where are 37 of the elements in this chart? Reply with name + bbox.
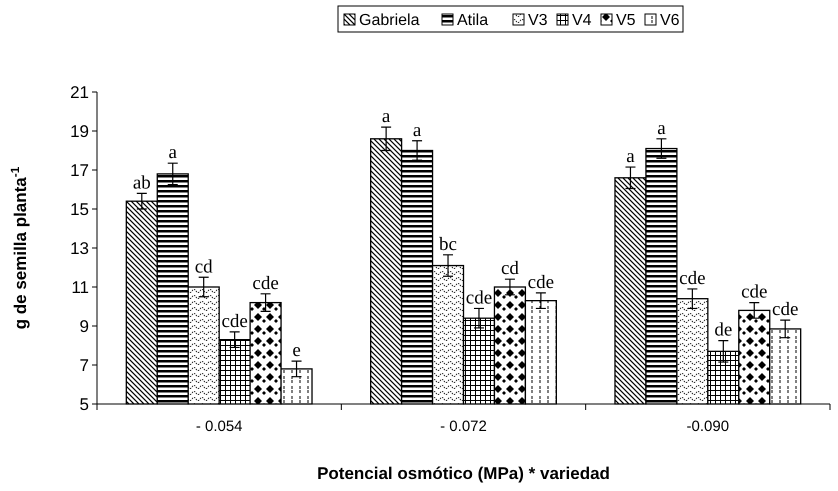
annotation: a: [412, 120, 422, 141]
annotation: a: [168, 142, 178, 164]
legend-label: V3: [528, 12, 548, 29]
y-tick-label: 5: [80, 394, 89, 414]
legend-label: Atila: [457, 12, 488, 29]
annotation: cde: [741, 282, 768, 303]
annotation: cde: [679, 268, 706, 289]
y-tick-label: 9: [80, 316, 89, 336]
y-tick-label: 17: [70, 160, 89, 180]
annotation: a: [626, 146, 636, 168]
legend-label: V5: [616, 12, 636, 29]
annotation: cde: [466, 287, 492, 308]
annotation: a: [657, 118, 666, 139]
x-tick-label: - 0.054: [196, 418, 243, 435]
annotation: cde: [528, 272, 554, 293]
legend-label: V4: [572, 12, 592, 29]
y-tick-label: 13: [70, 238, 89, 258]
y-tick-label: 11: [71, 278, 89, 297]
x-tick-label: -0.090: [686, 418, 730, 435]
legend-label: V6: [660, 12, 680, 29]
annotation: e: [292, 340, 301, 362]
y-tick-label: 19: [70, 122, 89, 141]
annotation: cde: [772, 299, 798, 320]
annotation: cde: [252, 272, 279, 294]
y-tick-label: 15: [70, 200, 89, 219]
x-axis-title: Potencial osmótico (MPa) * variedad: [317, 464, 610, 483]
annotation: de: [714, 320, 732, 341]
annotation: ab: [132, 172, 151, 194]
annotation: a: [382, 106, 391, 128]
y-tick-label: 7: [80, 356, 89, 375]
legend-label: Gabriela: [359, 12, 420, 29]
annotation: bc: [439, 234, 457, 255]
x-tick-label: - 0.072: [440, 418, 487, 435]
y-tick-label: 21: [70, 82, 89, 102]
annotation: cd: [194, 256, 214, 278]
annotation: cde: [221, 310, 248, 332]
annotation: cd: [500, 258, 520, 280]
